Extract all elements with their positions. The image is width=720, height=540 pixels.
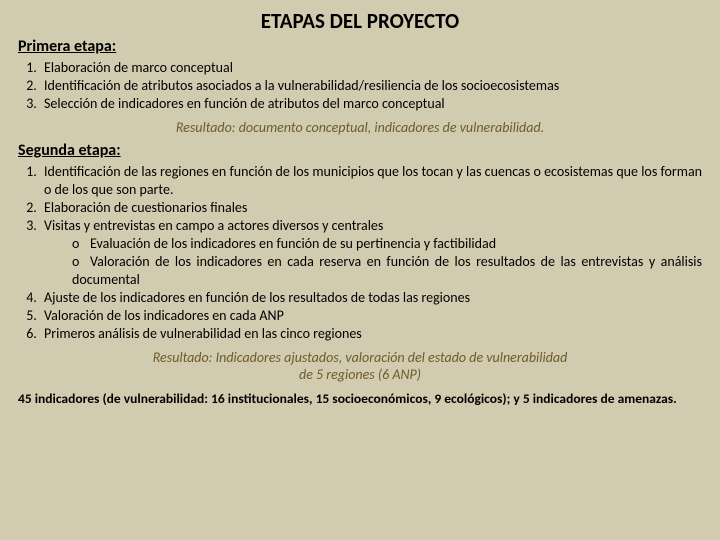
stage2-heading: Segunda etapa: bbox=[18, 141, 702, 161]
list-item: Ajuste de los indicadores en función de … bbox=[40, 289, 702, 307]
list-item: Elaboración de cuestionarios finales bbox=[40, 199, 702, 217]
list-item: Identificación de las regiones en funció… bbox=[40, 163, 702, 199]
list-item: Selección de indicadores en función de a… bbox=[40, 95, 702, 113]
sub-item-label: Valoración de los indicadores en cada re… bbox=[72, 253, 702, 288]
stage1-result: Resultado: documento conceptual, indicad… bbox=[18, 119, 702, 137]
list-item: Elaboración de marco conceptual bbox=[40, 59, 702, 77]
list-item-label: Visitas y entrevistas en campo a actores… bbox=[44, 217, 383, 234]
stage2-list: Identificación de las regiones en funció… bbox=[40, 163, 702, 342]
stage2-sublist: Evaluación de los indicadores en función… bbox=[72, 235, 702, 289]
sub-item: Evaluación de los indicadores en función… bbox=[72, 235, 702, 253]
stage1-list: Elaboración de marco conceptual Identifi… bbox=[40, 59, 702, 113]
stage2-result-line1: Resultado: Indicadores ajustados, valora… bbox=[18, 349, 702, 367]
sub-item: Valoración de los indicadores en cada re… bbox=[72, 253, 702, 289]
slide-content: ETAPAS DEL PROYECTO Primera etapa: Elabo… bbox=[0, 0, 720, 416]
sub-item-label: Evaluación de los indicadores en función… bbox=[90, 235, 496, 252]
list-item: Valoración de los indicadores en cada AN… bbox=[40, 307, 702, 325]
footnote: 45 indicadores (de vulnerabilidad: 16 in… bbox=[18, 390, 702, 407]
list-item: Visitas y entrevistas en campo a actores… bbox=[40, 217, 702, 289]
list-item: Primeros análisis de vulnerabilidad en l… bbox=[40, 325, 702, 343]
stage2-result-line2: de 5 regiones (6 ANP) bbox=[18, 366, 702, 384]
list-item: Identificación de atributos asociados a … bbox=[40, 77, 702, 95]
page-title: ETAPAS DEL PROYECTO bbox=[18, 8, 702, 35]
stage1-heading: Primera etapa: bbox=[18, 37, 702, 57]
